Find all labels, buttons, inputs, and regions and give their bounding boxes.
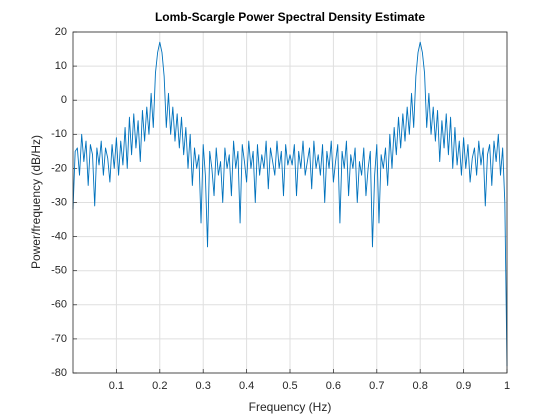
plot-frame	[72, 31, 508, 374]
x-axis-label: Frequency (Hz)	[249, 400, 332, 414]
chart-title: Lomb-Scargle Power Spectral Density Esti…	[155, 10, 425, 24]
y-tick-label: -70	[51, 333, 67, 345]
x-tick-label: 0.8	[413, 380, 428, 392]
x-tick-label: 0.7	[369, 380, 384, 392]
x-tick-label: 0.5	[282, 380, 297, 392]
y-tick-label: -60	[51, 299, 67, 311]
x-tick-label: 0.6	[326, 380, 341, 392]
y-axis-label: Power/frequency (dB/Hz)	[29, 135, 43, 269]
y-tick-label: 0	[61, 94, 67, 106]
x-tick-label: 0.3	[196, 380, 211, 392]
y-tick-label: -50	[51, 265, 67, 277]
y-tick-label: -30	[51, 196, 67, 208]
y-tick-label: -20	[51, 162, 67, 174]
x-tick-label: 0.2	[152, 380, 167, 392]
y-tick-label: -40	[51, 231, 67, 243]
x-tick-label: 0.1	[109, 380, 124, 392]
y-tick-label: -10	[51, 128, 67, 140]
y-tick-label: 20	[55, 26, 67, 38]
x-tick-label: 0.9	[456, 380, 471, 392]
data-line	[72, 41, 508, 367]
x-tick-label: 1	[504, 380, 510, 392]
y-tick-label: 10	[55, 60, 67, 72]
x-tick-label: 0.4	[239, 380, 254, 392]
y-tick-label: -80	[51, 367, 67, 379]
